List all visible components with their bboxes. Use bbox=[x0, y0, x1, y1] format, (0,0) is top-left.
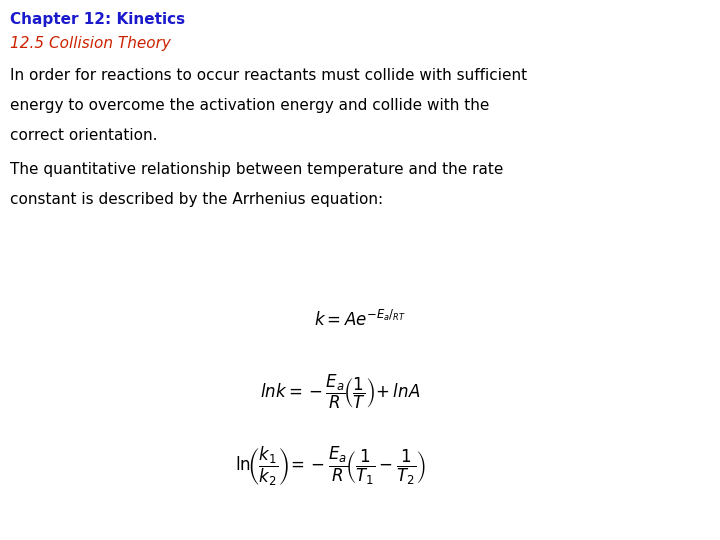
Text: In order for reactions to occur reactants must collide with sufficient: In order for reactions to occur reactant… bbox=[10, 68, 527, 83]
Text: correct orientation.: correct orientation. bbox=[10, 128, 158, 143]
Text: 12.5 Collision Theory: 12.5 Collision Theory bbox=[10, 36, 171, 51]
Text: The quantitative relationship between temperature and the rate: The quantitative relationship between te… bbox=[10, 162, 503, 177]
Text: Chapter 12: Kinetics: Chapter 12: Kinetics bbox=[10, 12, 185, 27]
Text: $\mathit{lnk} = -\dfrac{E_a}{R}\!\left(\dfrac{1}{T}\right)\! + \mathit{lnA}$: $\mathit{lnk} = -\dfrac{E_a}{R}\!\left(\… bbox=[260, 373, 420, 411]
Text: $\mathrm{ln}\!\left(\dfrac{k_1}{k_2}\right)\! = -\dfrac{E_a}{R}\!\left(\dfrac{1}: $\mathrm{ln}\!\left(\dfrac{k_1}{k_2}\rig… bbox=[235, 445, 426, 488]
Text: constant is described by the Arrhenius equation:: constant is described by the Arrhenius e… bbox=[10, 192, 383, 207]
Text: $k = Ae^{-E_a/_{RT}}$: $k = Ae^{-E_a/_{RT}}$ bbox=[314, 310, 406, 330]
Text: energy to overcome the activation energy and collide with the: energy to overcome the activation energy… bbox=[10, 98, 490, 113]
